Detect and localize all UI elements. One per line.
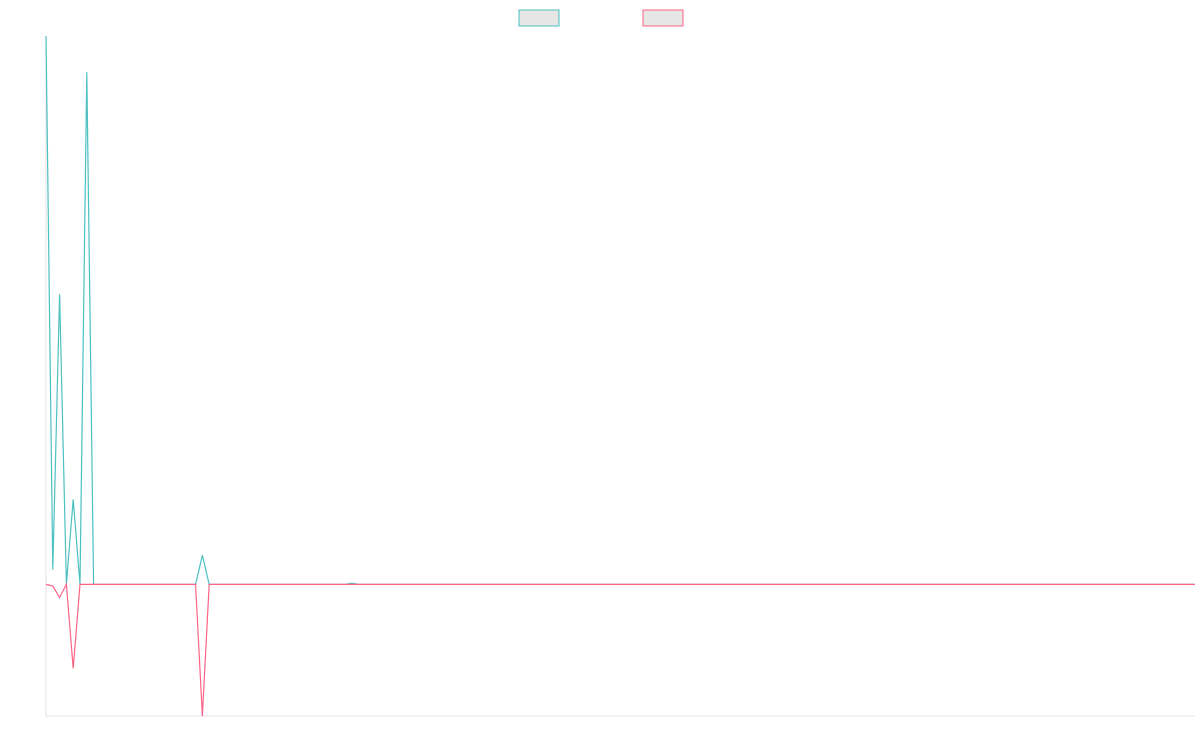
series-line xyxy=(45,582,1195,717)
legend-swatch[interactable] xyxy=(518,9,560,27)
legend-swatch[interactable] xyxy=(642,9,684,27)
series-line xyxy=(45,35,1195,585)
